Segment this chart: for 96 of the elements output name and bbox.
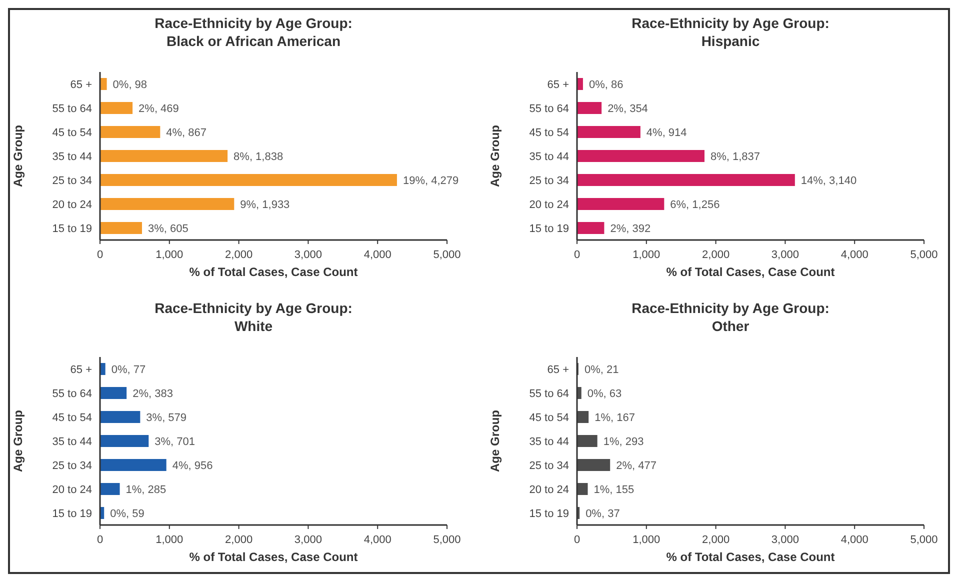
- x-tick-label: 1,000: [156, 534, 184, 546]
- data-label: 1%, 155: [594, 484, 634, 496]
- data-label: 1%, 285: [126, 484, 166, 496]
- data-label: 0%, 63: [587, 388, 622, 400]
- data-label: 4%, 956: [172, 460, 213, 472]
- y-axis-title: Age Group: [488, 410, 502, 472]
- data-label: 3%, 701: [154, 436, 196, 448]
- y-tick-label: 55 to 64: [529, 388, 569, 400]
- y-tick-label: 15 to 19: [529, 222, 569, 235]
- data-label: 2%, 354: [608, 102, 648, 115]
- y-tick-label: 55 to 64: [52, 388, 92, 400]
- data-label: 4%, 867: [166, 126, 207, 139]
- y-tick-label: 35 to 44: [52, 436, 92, 448]
- y-tick-label: 20 to 24: [529, 484, 569, 496]
- data-label: 4%, 914: [646, 126, 687, 139]
- data-label: 8%, 1,838: [234, 150, 284, 163]
- data-label: 0%, 77: [111, 364, 146, 376]
- data-label: 6%, 1,256: [670, 198, 720, 211]
- x-tick-label: 4,000: [364, 249, 392, 261]
- data-label: 3%, 579: [146, 412, 187, 424]
- x-tick-label: 2,000: [225, 534, 253, 546]
- data-label: 0%, 86: [588, 78, 624, 91]
- y-axis-title: Age Group: [488, 125, 502, 187]
- y-tick-label: 65 +: [547, 364, 569, 376]
- data-label: 14%, 3,140: [800, 174, 857, 187]
- data-label: 2%, 392: [610, 222, 651, 235]
- x-tick-label: 0: [574, 249, 580, 261]
- x-tick-label: 1,000: [632, 534, 660, 546]
- x-tick-label: 0: [96, 249, 104, 261]
- x-tick-label: 1,000: [156, 249, 184, 261]
- chart-title: Race-Ethnicity by Age Group:: [154, 300, 352, 316]
- data-label: 8%, 1,837: [710, 150, 760, 163]
- y-tick-label: 35 to 44: [529, 150, 569, 163]
- y-tick-label: 25 to 34: [52, 460, 92, 472]
- x-tick-label: 3,000: [294, 249, 322, 261]
- x-tick-label: 4,000: [840, 534, 868, 546]
- chart-subtitle: Other: [712, 318, 750, 334]
- data-label: 0%, 37: [586, 508, 620, 520]
- x-tick-label: 5,000: [910, 249, 938, 261]
- chart-title: Race-Ethnicity by Age Group:: [632, 15, 830, 31]
- x-tick-label: 5,000: [910, 534, 938, 546]
- data-label: 1%, 293: [603, 436, 644, 448]
- x-tick-label: 0: [96, 534, 104, 546]
- data-label: 19%, 4,279: [402, 174, 459, 187]
- x-axis-title: % of Total Cases, Case Count: [666, 265, 835, 279]
- data-label: 3%, 605: [148, 222, 188, 235]
- x-axis-title: % of Total Cases, Case Count: [189, 265, 358, 279]
- y-tick-label: 25 to 34: [529, 174, 569, 187]
- chart-title: Race-Ethnicity by Age Group:: [632, 300, 830, 316]
- data-label: 0%, 59: [110, 508, 144, 520]
- y-tick-label: 45 to 54: [52, 126, 92, 139]
- x-axis-title: % of Total Cases, Case Count: [189, 550, 358, 564]
- x-tick-label: 5,000: [433, 534, 461, 546]
- x-tick-label: 3,000: [771, 249, 799, 261]
- x-tick-label: 3,000: [771, 534, 799, 546]
- y-axis-title: Age Group: [11, 410, 25, 472]
- y-tick-label: 45 to 54: [529, 412, 569, 424]
- data-label: 0%, 98: [112, 78, 148, 91]
- x-tick-label: 5,000: [433, 249, 461, 261]
- y-tick-label: 65 +: [70, 364, 92, 376]
- data-label: 0%, 21: [584, 364, 619, 376]
- y-axis-title: Age Group: [11, 125, 25, 187]
- y-tick-label: 20 to 24: [52, 484, 92, 496]
- y-tick-label: 25 to 34: [529, 460, 569, 472]
- data-label: 2%, 469: [138, 102, 179, 115]
- x-axis-title: % of Total Cases, Case Count: [666, 550, 835, 564]
- x-tick-label: 0: [574, 534, 580, 546]
- y-tick-label: 45 to 54: [52, 412, 92, 424]
- x-tick-label: 2,000: [225, 249, 253, 261]
- x-tick-label: 4,000: [364, 534, 392, 546]
- data-label: 2%, 383: [132, 388, 173, 400]
- x-tick-label: 3,000: [294, 534, 322, 546]
- y-tick-label: 65 +: [547, 78, 569, 91]
- data-label: 9%, 1,933: [240, 198, 290, 211]
- y-tick-label: 25 to 34: [52, 174, 92, 187]
- x-tick-label: 4,000: [840, 249, 868, 261]
- y-tick-label: 45 to 54: [529, 126, 569, 139]
- data-label: 1%, 167: [594, 412, 635, 424]
- chart-title: Race-Ethnicity by Age Group:: [154, 15, 352, 31]
- y-tick-label: 55 to 64: [52, 102, 92, 115]
- y-tick-label: 55 to 64: [529, 102, 569, 115]
- y-tick-label: 35 to 44: [52, 150, 92, 163]
- chart-subtitle: Hispanic: [701, 33, 760, 49]
- x-tick-label: 2,000: [702, 249, 730, 261]
- y-tick-label: 20 to 24: [529, 198, 569, 211]
- y-tick-label: 15 to 19: [52, 222, 92, 235]
- y-tick-label: 20 to 24: [52, 198, 92, 211]
- y-tick-label: 15 to 19: [529, 508, 569, 520]
- x-tick-label: 1,000: [632, 249, 660, 261]
- y-tick-label: 35 to 44: [529, 436, 569, 448]
- data-label: 2%, 477: [616, 460, 656, 472]
- chart-subtitle: White: [234, 318, 273, 334]
- chart-subtitle: Black or African American: [166, 33, 341, 49]
- y-tick-label: 15 to 19: [52, 508, 92, 520]
- x-tick-label: 2,000: [702, 534, 730, 546]
- y-tick-label: 65 +: [70, 78, 92, 91]
